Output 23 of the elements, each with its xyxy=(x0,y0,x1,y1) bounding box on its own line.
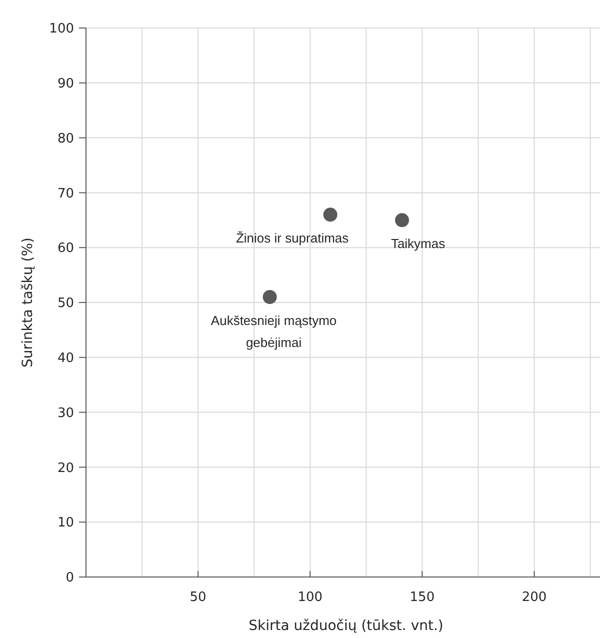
y-tick-label: 0 xyxy=(66,570,74,586)
y-tick-label: 30 xyxy=(57,406,74,421)
annotation: Žinios ir supratimas xyxy=(236,230,350,246)
x-tick-label: 100 xyxy=(298,590,323,605)
x-tick-label: 50 xyxy=(190,590,206,605)
y-tick-label: 20 xyxy=(57,460,74,476)
point xyxy=(323,208,338,222)
annotation: Taikymas xyxy=(390,236,446,252)
point xyxy=(395,213,410,228)
y-tick-label: 70 xyxy=(57,186,74,202)
y-axis-title: Surinkta taškų (%) xyxy=(20,238,36,368)
y-tick-label: 80 xyxy=(57,131,74,146)
x-tick-label: 200 xyxy=(522,590,547,605)
y-tick-label: 100 xyxy=(49,22,74,37)
y-tick-label: 90 xyxy=(57,76,74,92)
y-tick-label: 60 xyxy=(57,241,74,256)
y-tick-label: 40 xyxy=(57,350,74,366)
x-tick-label: 150 xyxy=(410,590,435,605)
y-tick-label: 50 xyxy=(57,296,74,312)
point xyxy=(262,290,277,304)
y-tick-label: 10 xyxy=(57,516,74,531)
annotation: Aukštesnieji mąstymo gebėjimai xyxy=(210,313,337,350)
x-axis-title: Skirta užduočių (tūkst. vnt.) xyxy=(248,618,444,634)
